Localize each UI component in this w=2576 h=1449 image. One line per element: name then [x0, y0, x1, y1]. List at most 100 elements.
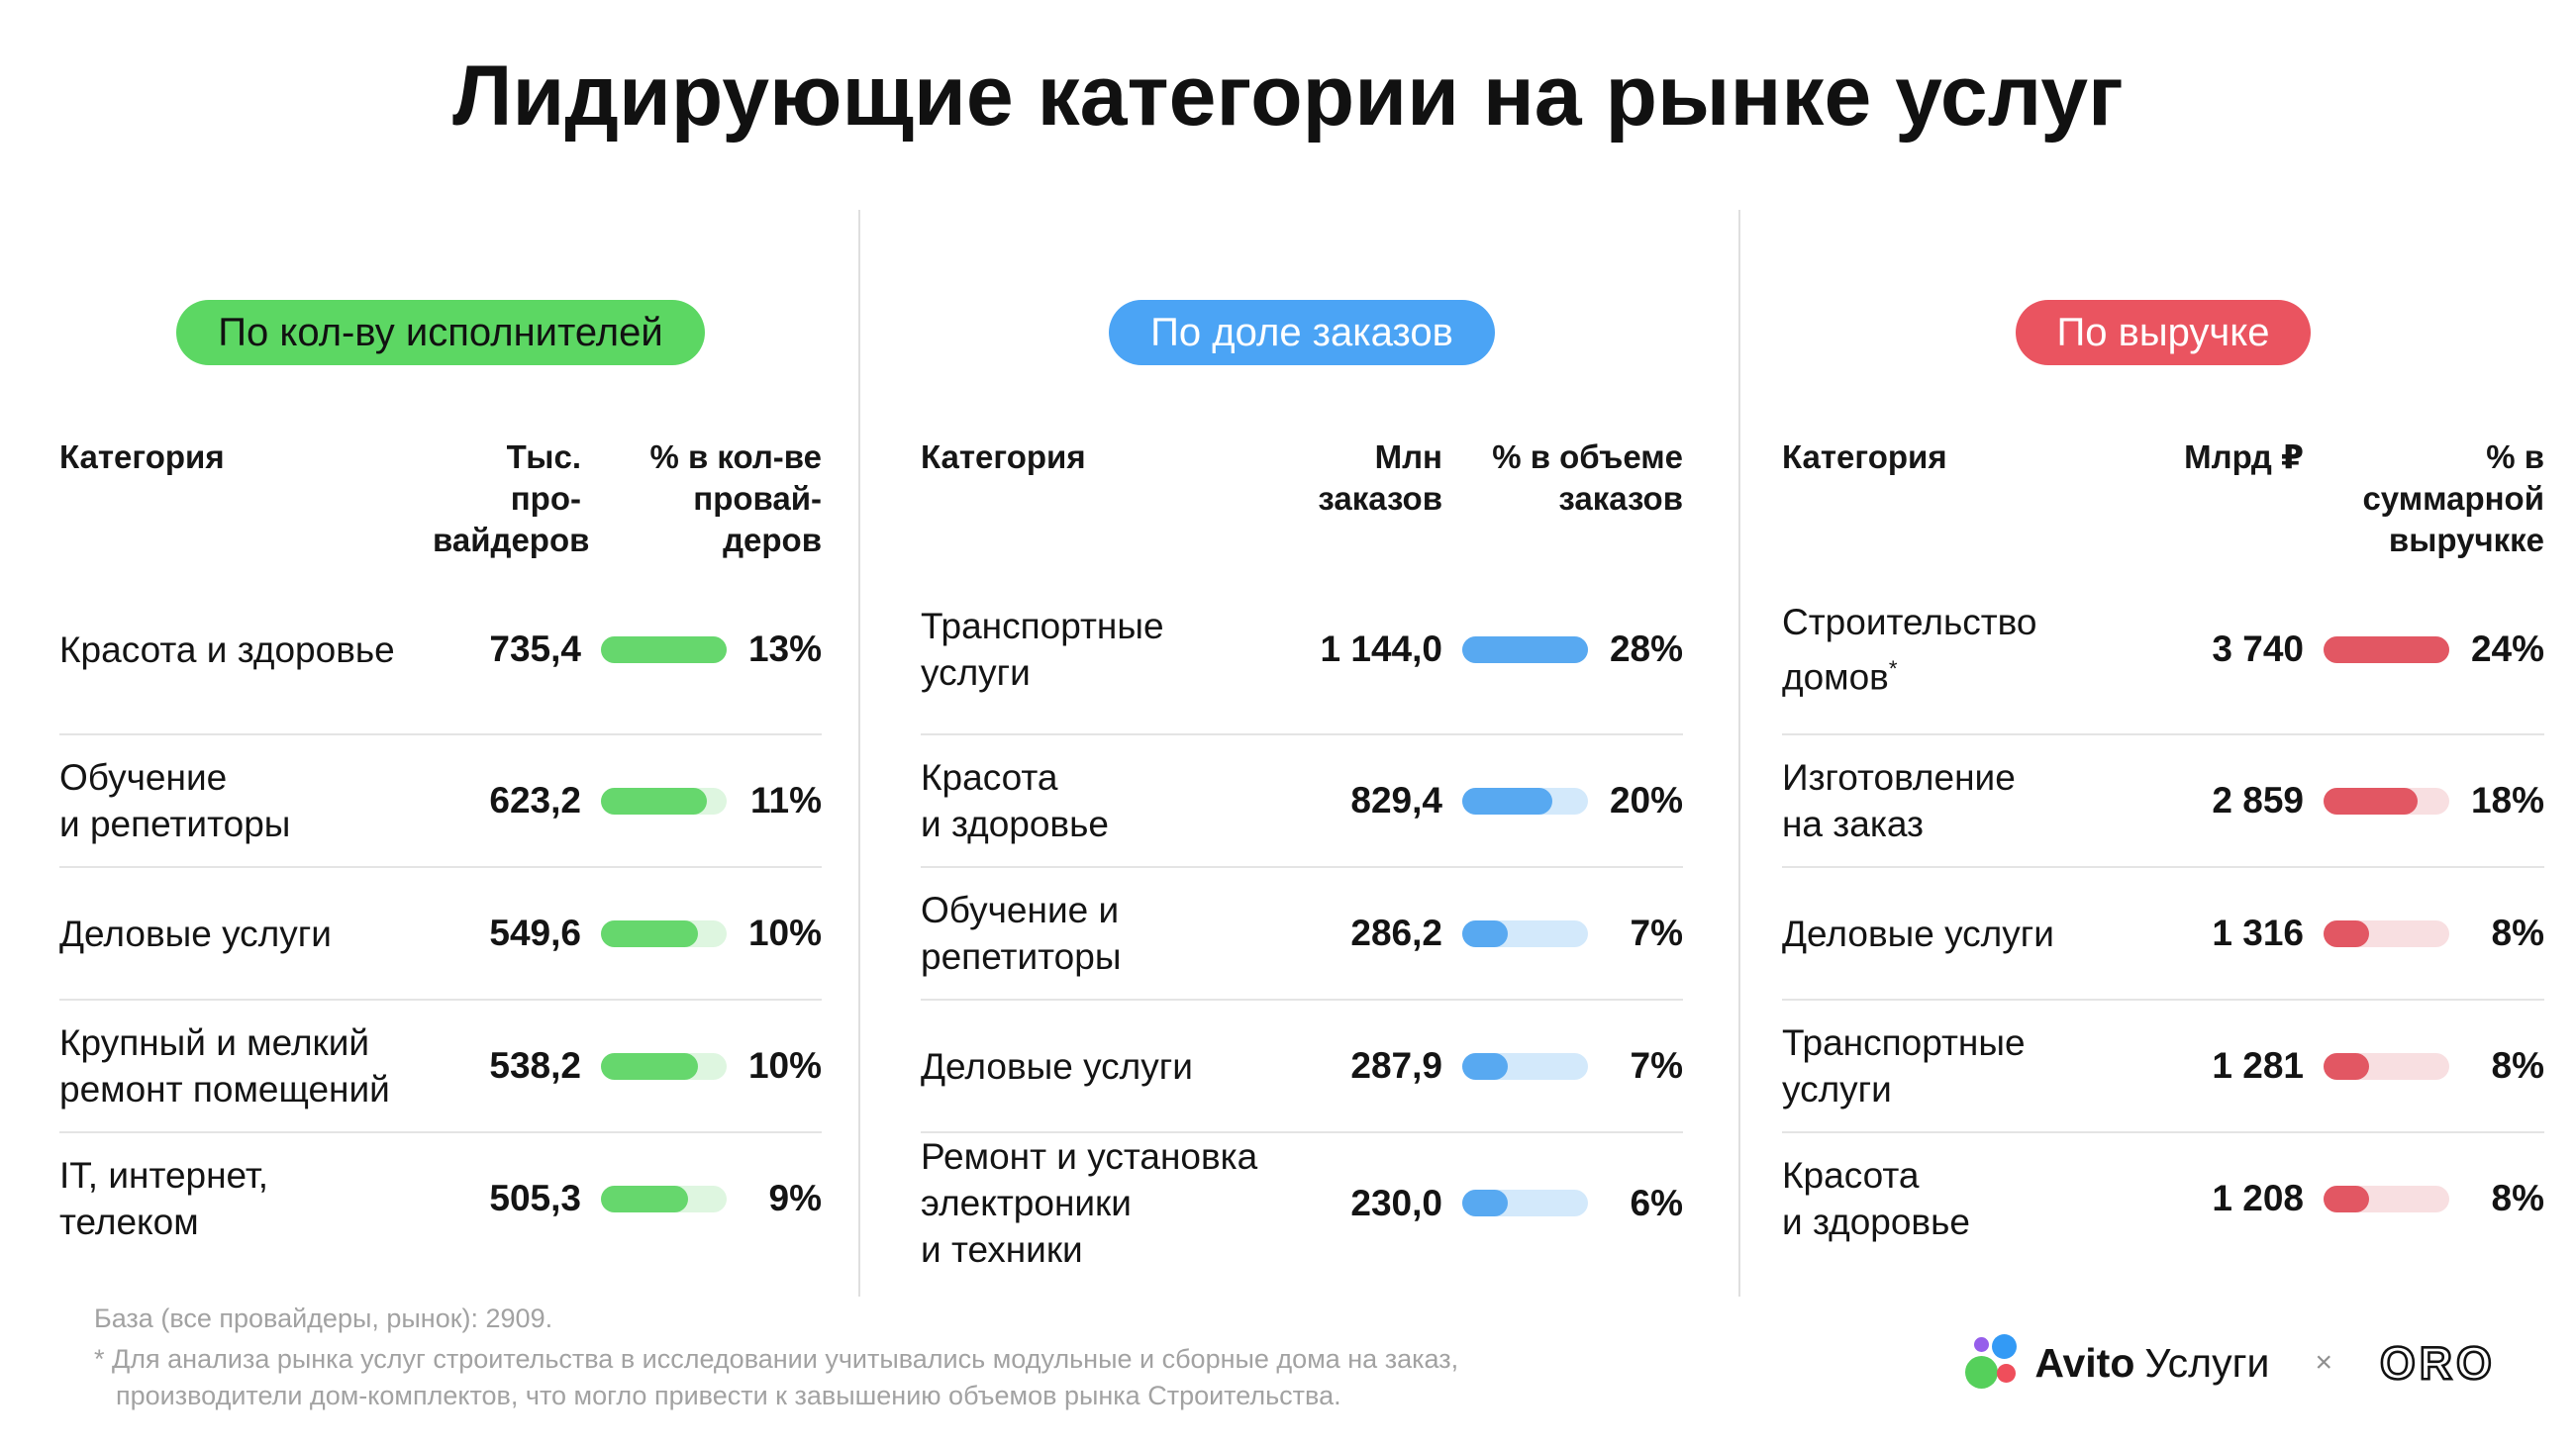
- value-label: 2 859: [2212, 780, 2304, 821]
- percent-label: 24%: [2470, 628, 2544, 669]
- value-label: 538,2: [489, 1045, 581, 1086]
- column-2: По доле заказов Категория Млн заказов % в о…: [921, 145, 1683, 1273]
- percent-label: 10%: [747, 1045, 822, 1086]
- percent-label: 7%: [1630, 913, 1683, 953]
- table-row: Обучение и репетиторы 623,2 11%: [59, 733, 822, 866]
- table-row: Строительство домов* 3 740 24%: [1782, 565, 2544, 733]
- category-label: Крупный и мелкий ремонт помещений: [59, 1022, 390, 1110]
- avito-wordmark: Avito: [2034, 1339, 2135, 1386]
- percent-bar-fill: [2324, 635, 2449, 663]
- percent-bar-fill: [601, 635, 727, 663]
- value-label: 230,0: [1350, 1182, 1442, 1223]
- category-label: Обучение и репетиторы: [59, 757, 291, 844]
- value-label: 1 144,0: [1320, 628, 1442, 669]
- percent-label: 20%: [1609, 780, 1683, 821]
- percent-bar: [601, 1052, 727, 1080]
- value-column-header: Млн заказов: [1318, 438, 1442, 517]
- percent-bar: [601, 635, 727, 663]
- table-row: Деловые услуги 287,9 7%: [921, 999, 1683, 1131]
- percent-label: 8%: [2491, 1045, 2544, 1086]
- category-label: Ремонт и установка электроники и техники: [921, 1136, 1258, 1270]
- category-column-header: Категория: [1782, 438, 1947, 475]
- footnote-marker: *: [1888, 655, 1898, 681]
- percent-bar: [2324, 919, 2449, 947]
- category-column-header: Категория: [59, 438, 225, 475]
- columns: По кол-ву исполнителей Категория Тыс. про-…: [0, 145, 2576, 1273]
- percent-bar-fill: [601, 1185, 688, 1212]
- value-label: 735,4: [489, 628, 581, 669]
- avito-purple-dot-icon: [1974, 1337, 1990, 1352]
- table-row: Изготовление на заказ 2 859 18%: [1782, 733, 2544, 866]
- percent-label: 8%: [2491, 1178, 2544, 1218]
- table-row: Крупный и мелкий ремонт помещений 538,2 10…: [59, 999, 822, 1131]
- table-row: Красота и здоровье 735,4 13%: [59, 565, 822, 733]
- table-row: Обучение и репетиторы 286,2 7%: [921, 866, 1683, 999]
- percent-label: 18%: [2470, 780, 2544, 821]
- percent-label: 6%: [1630, 1182, 1683, 1223]
- table-header: Категория Тыс. про- вайдеров % в кол-ве пр…: [59, 436, 822, 565]
- value-label: 287,9: [1350, 1045, 1442, 1086]
- percent-bar-fill: [601, 919, 698, 947]
- table-row: Ремонт и установка электроники и техники…: [921, 1131, 1683, 1273]
- percent-bar: [2324, 1052, 2449, 1080]
- table-row: Транспортные услуги 1 144,0 28%: [921, 565, 1683, 733]
- value-label: 829,4: [1350, 780, 1442, 821]
- value-column-header: Млрд ₽: [2184, 438, 2304, 475]
- percent-label: 8%: [2491, 913, 2544, 953]
- category-label: Деловые услуги: [59, 913, 332, 954]
- percent-bar-fill: [601, 787, 708, 815]
- table-rows: Красота и здоровье 735,4 13% Обучение и реп…: [59, 565, 822, 1264]
- percent-bar-fill: [1462, 787, 1552, 815]
- percent-label: 9%: [768, 1178, 822, 1218]
- value-label: 1 281: [2212, 1045, 2304, 1086]
- percent-bar-fill: [2324, 787, 2419, 815]
- percent-bar: [2324, 1185, 2449, 1212]
- percent-column-header: % в суммарной выручкке: [2362, 438, 2544, 558]
- oro-wordmark: ORO: [2380, 1337, 2496, 1389]
- percent-label: 10%: [747, 913, 822, 953]
- column-3: По выручке Категория Млрд ₽ % в суммарной в…: [1782, 145, 2544, 1264]
- percent-bar-fill: [2324, 919, 2369, 947]
- category-label: IT, интернет, телеком: [59, 1155, 269, 1242]
- table-header: Категория Млн заказов % в объеме заказов: [921, 436, 1683, 565]
- oro-logo: ORO: [2379, 1336, 2496, 1390]
- table-rows: Транспортные услуги 1 144,0 28% Красота и з…: [921, 565, 1683, 1273]
- table-row: Деловые услуги 549,6 10%: [59, 866, 822, 999]
- value-column-header: Тыс. про- вайдеров: [433, 438, 590, 558]
- value-label: 1 316: [2212, 913, 2304, 953]
- column-1: По кол-ву исполнителей Категория Тыс. про-…: [59, 145, 822, 1264]
- avito-logo-icon: [1965, 1334, 2021, 1392]
- value-label: 505,3: [489, 1178, 581, 1218]
- percent-bar: [1462, 1190, 1588, 1216]
- percent-bar: [601, 787, 727, 815]
- base-note: База (все провайдеры, рынок): 2909.: [94, 1304, 553, 1333]
- value-label: 549,6: [489, 913, 581, 953]
- category-label: Транспортные услуги: [921, 606, 1164, 693]
- page-title: Лидирующие категории на рынке услуг: [452, 48, 2124, 144]
- footnote: * Для анализа рынка услуг строительства …: [94, 1344, 1459, 1410]
- percent-bar-fill: [601, 1052, 698, 1080]
- branding: Avito Услуги × ORO: [1965, 1334, 2511, 1392]
- percent-bar-fill: [1462, 1190, 1508, 1216]
- percent-label: 13%: [747, 628, 822, 669]
- collab-x-icon: ×: [2315, 1346, 2332, 1379]
- avito-logo: Avito Услуги: [1965, 1334, 2269, 1392]
- value-label: 1 208: [2212, 1178, 2304, 1218]
- percent-bar-fill: [1462, 635, 1588, 663]
- category-label: Деловые услуги: [921, 1045, 1193, 1087]
- value-label: 286,2: [1350, 913, 1442, 953]
- category-label: Красота и здоровье: [59, 628, 395, 670]
- percent-bar: [601, 919, 727, 947]
- percent-bar-fill: [1462, 1052, 1508, 1080]
- percent-label: 11%: [749, 780, 822, 821]
- avito-services-wordmark: Услуги: [2144, 1339, 2270, 1386]
- percent-bar: [1462, 919, 1588, 947]
- category-label: Обучение и репетиторы: [921, 890, 1122, 977]
- category-label: Красота и здоровье: [921, 757, 1109, 844]
- group-pill: По кол-ву исполнителей: [176, 300, 705, 365]
- percent-bar: [1462, 787, 1588, 815]
- table-row: Деловые услуги 1 316 8%: [1782, 866, 2544, 999]
- category-label: Строительство домов*: [1782, 601, 2037, 698]
- avito-green-dot-icon: [1965, 1356, 1999, 1389]
